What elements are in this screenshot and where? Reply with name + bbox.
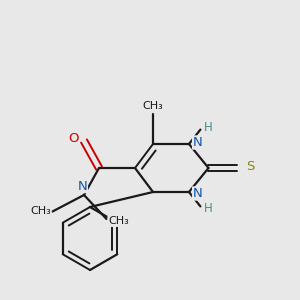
Text: N: N <box>78 180 87 193</box>
Text: O: O <box>68 131 79 145</box>
Text: CH₃: CH₃ <box>142 100 164 111</box>
Text: N: N <box>193 136 202 149</box>
Text: H: H <box>204 121 213 134</box>
Text: S: S <box>246 160 254 173</box>
Text: CH₃: CH₃ <box>30 206 51 217</box>
Text: H: H <box>204 202 213 215</box>
Text: CH₃: CH₃ <box>108 216 129 226</box>
Text: N: N <box>193 187 202 200</box>
